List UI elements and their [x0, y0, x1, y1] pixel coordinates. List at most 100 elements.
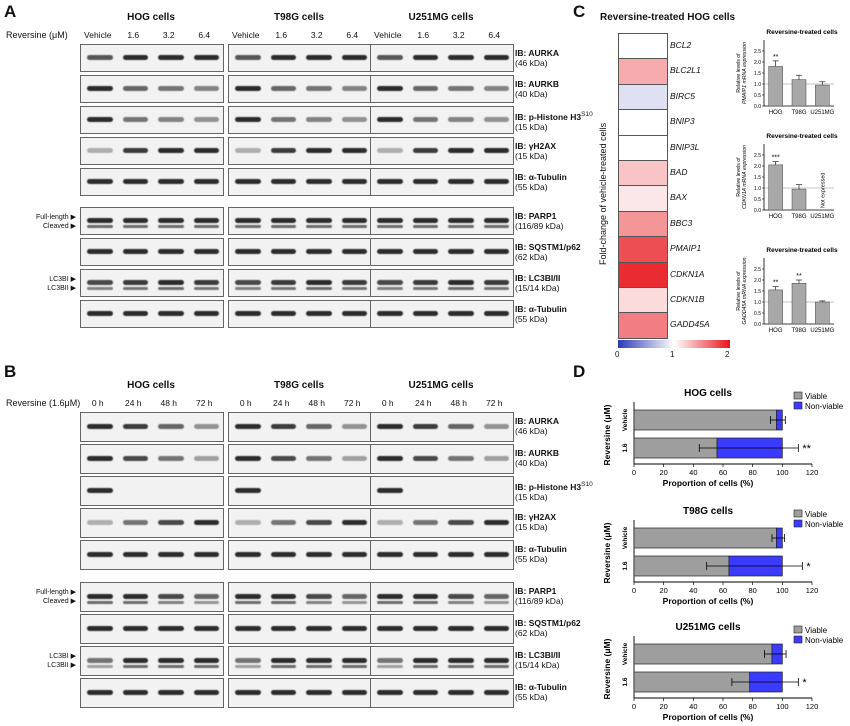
band — [306, 690, 332, 695]
blot-strip — [370, 137, 514, 165]
lane-label: 0 h — [239, 398, 252, 408]
band — [235, 148, 261, 153]
blot-strip — [228, 207, 372, 235]
lane-label: Vehicle — [374, 30, 402, 40]
band — [306, 86, 332, 91]
band — [377, 594, 403, 599]
band — [158, 424, 184, 429]
lane-label: Vehicle — [84, 30, 112, 40]
y-axis-label-line: CDKN1A mRNA expression — [742, 145, 748, 209]
band — [235, 690, 261, 695]
band — [412, 456, 438, 461]
band — [270, 456, 296, 461]
band — [341, 690, 367, 695]
x-tick-label: 120 — [806, 586, 819, 595]
band-lower — [412, 601, 438, 604]
band-lower — [270, 601, 296, 604]
blot-strip — [228, 678, 372, 708]
cleaved-label: Cleaved ▶ — [42, 223, 76, 230]
band — [235, 218, 261, 223]
x-tick-label: 120 — [806, 468, 819, 477]
lane-label: 48 h — [450, 398, 468, 408]
ib-label: IB: α-Tubulin (55 kDa) — [515, 172, 567, 192]
band-lower — [341, 287, 367, 290]
blot-strip — [80, 614, 224, 644]
band — [235, 55, 261, 60]
heatmap-title: Reversine-treated HOG cells — [600, 12, 736, 23]
band-lower — [483, 225, 509, 228]
band — [270, 86, 296, 91]
panel-label-c: C — [573, 2, 586, 21]
band — [341, 520, 367, 525]
band — [193, 249, 219, 254]
band — [448, 55, 474, 60]
band — [483, 658, 509, 663]
band — [306, 456, 332, 461]
lane-labels: 0 h 24 h 48 h 72 h — [228, 398, 370, 408]
band — [158, 86, 184, 91]
lane-label: 48 h — [308, 398, 326, 408]
band — [87, 626, 113, 631]
heatmap-gene-label: PMAIP1 — [670, 243, 702, 254]
band — [270, 148, 296, 153]
bar — [768, 289, 783, 325]
band — [306, 179, 332, 184]
band-lower — [377, 225, 403, 228]
band — [377, 249, 403, 254]
lane-label: 6.4 — [488, 30, 501, 40]
heatmap-gene-label: CDKN1A — [670, 268, 705, 279]
band — [448, 86, 474, 91]
ib-kda: (15 kDa) — [515, 121, 548, 132]
x-tick-label: 60 — [719, 702, 727, 711]
band — [483, 690, 509, 695]
legend-swatch-viable — [793, 391, 803, 400]
ib-label: IB: SQSTM1/p62 (62 kDa) — [515, 242, 581, 262]
ib-kda: (55 kDa) — [515, 692, 548, 702]
band-lower — [122, 601, 148, 604]
band — [87, 148, 113, 153]
heatmap-gene-label: BAX — [670, 192, 688, 203]
band — [306, 552, 332, 557]
lane-label: 72 h — [485, 398, 503, 408]
band-lower — [270, 287, 296, 290]
band — [341, 456, 367, 461]
band — [122, 179, 148, 184]
band — [122, 117, 148, 122]
significance-mark: ** — [773, 54, 779, 61]
category-label: U251MG — [810, 110, 834, 116]
band — [448, 218, 474, 223]
cell-line-header: HOG cells — [127, 380, 175, 391]
blot-strip — [80, 300, 224, 328]
y-axis-label: Reversine (μM) — [602, 522, 612, 583]
category-label: HOG — [769, 328, 783, 334]
category-label: 1.6 — [622, 561, 629, 570]
heatmap-gene-label: BLC2L1 — [670, 65, 701, 76]
band — [483, 179, 509, 184]
band — [270, 424, 296, 429]
blot-strip — [370, 238, 514, 266]
lane-labels: Vehicle 1.6 3.2 6.4 — [228, 30, 370, 40]
ib-kda: (55 kDa) — [515, 554, 548, 564]
band — [87, 690, 113, 695]
band-lower — [341, 665, 367, 668]
band-lower — [193, 665, 219, 668]
ib-label: IB: γH2AX (15 kDa) — [515, 512, 556, 532]
band — [341, 117, 367, 122]
band — [270, 55, 296, 60]
band — [122, 249, 148, 254]
ib-label: IB: PARP1 (116/89 kDa) — [515, 586, 564, 606]
x-tick-label: 60 — [719, 586, 727, 595]
band — [158, 179, 184, 184]
ib-kda: (55 kDa) — [515, 182, 548, 192]
band — [306, 424, 332, 429]
lane-labels: Vehicle 1.6 3.2 6.4 — [80, 30, 222, 40]
band — [87, 218, 113, 223]
cell-line-header: U251MG cells — [408, 380, 474, 391]
ib-name: IB: α-Tubulin — [515, 304, 567, 314]
band — [193, 552, 219, 557]
legend-label-nonviable: Non-viable — [805, 402, 844, 411]
band — [377, 658, 403, 663]
x-tick-label: 60 — [719, 468, 727, 477]
band — [235, 86, 261, 91]
band — [235, 249, 261, 254]
